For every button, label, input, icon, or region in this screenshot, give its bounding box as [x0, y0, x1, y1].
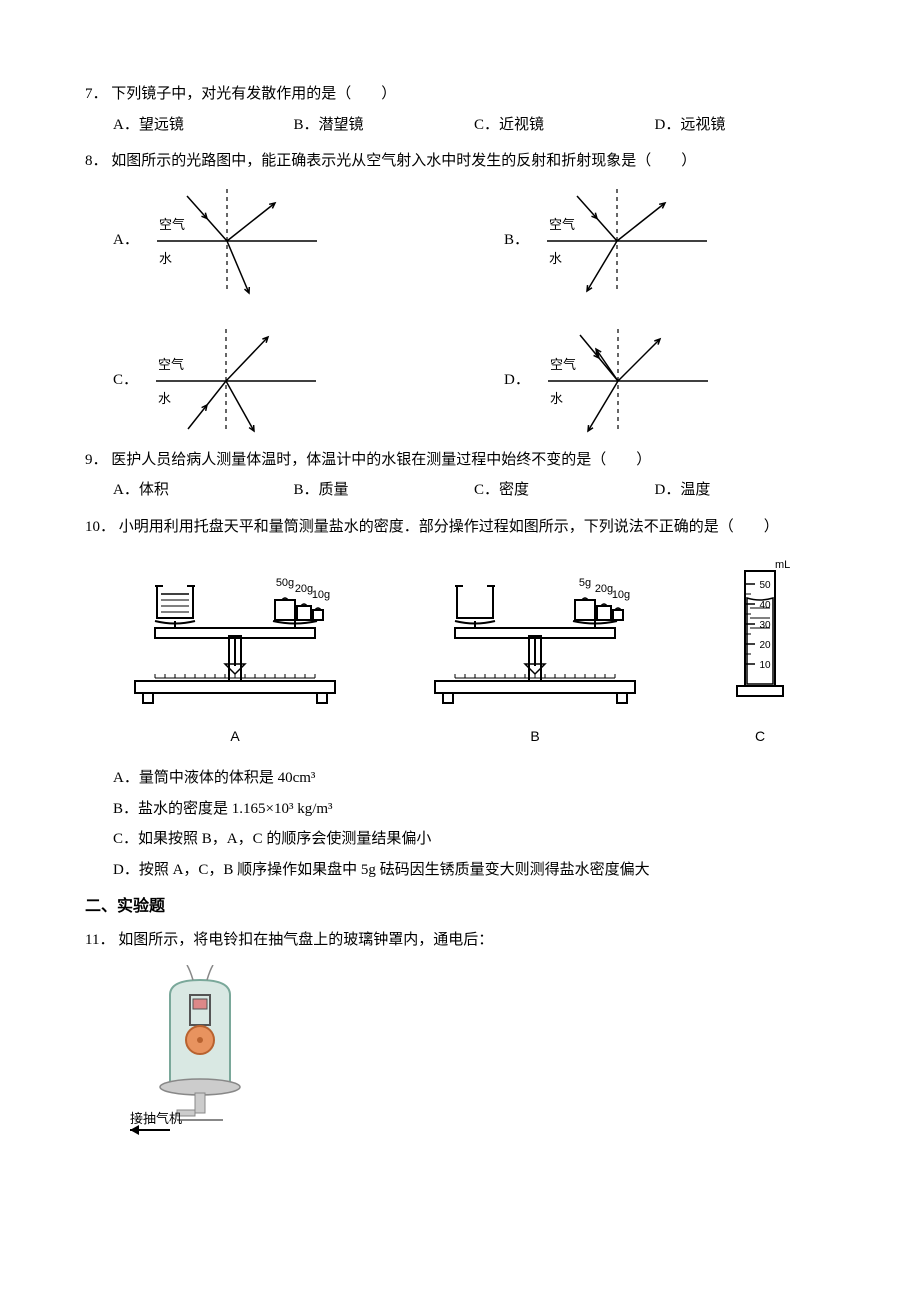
svg-text:5g: 5g [579, 577, 591, 589]
svg-text:20: 20 [759, 640, 771, 651]
svg-text:空气: 空气 [549, 217, 575, 232]
svg-text:水: 水 [550, 391, 563, 406]
balance-a: 50g 20g 10g A [125, 566, 345, 749]
svg-text:空气: 空气 [159, 217, 185, 232]
q10-figure-row: 50g 20g 10g A 5g [85, 556, 835, 749]
svg-text:mL: mL [775, 559, 790, 571]
q10-number: 10． [85, 519, 115, 535]
svg-text:10g: 10g [312, 589, 330, 601]
q11-figure: 接抽气机 [115, 965, 835, 1156]
q7-opt-a: A．望远镜 [113, 111, 294, 140]
q7-number: 7． [85, 86, 108, 102]
question-8: 8． 如图所示的光路图中，能正确表示光从空气射入水中时发生的反射和折射现象是（ … [85, 147, 835, 436]
balance-b: 5g 20g 10g B [425, 566, 645, 749]
cylinder-c-svg: mL 50 40 30 20 10 [725, 556, 795, 706]
q9-opt-a: A．体积 [113, 476, 294, 505]
q8-diagram-b: B． 空气 水 [504, 186, 835, 296]
q9-opt-d: D．温度 [655, 476, 836, 505]
q9-opt-c: C．密度 [474, 476, 655, 505]
q10-options: A．量筒中液体的体积是 40cm³ B．盐水的密度是 1.165×10³ kg/… [113, 764, 835, 884]
svg-text:40: 40 [759, 600, 771, 611]
q8-label-c: C． [113, 366, 138, 395]
q7-opt-c: C．近视镜 [474, 111, 655, 140]
svg-text:20g: 20g [595, 583, 613, 595]
caption-c: C [725, 723, 795, 750]
q7-opt-d: D．远视镜 [655, 111, 836, 140]
balance-b-svg: 5g 20g 10g [425, 566, 645, 706]
svg-text:水: 水 [159, 251, 172, 266]
q10-opt-a: A．量筒中液体的体积是 40cm³ [113, 764, 835, 793]
question-9: 9． 医护人员给病人测量体温时，体温计中的水银在测量过程中始终不变的是（ ） A… [85, 446, 835, 505]
q9-number: 9． [85, 452, 108, 468]
q8-label-d: D． [504, 366, 530, 395]
q7-options: A．望远镜 B．潜望镜 C．近视镜 D．远视镜 [113, 111, 835, 140]
svg-text:空气: 空气 [158, 357, 184, 372]
svg-text:30: 30 [759, 620, 771, 631]
svg-text:水: 水 [158, 391, 171, 406]
q8-label-b: B． [504, 226, 529, 255]
bell-jar-svg: 接抽气机 [115, 965, 285, 1145]
q10-text: 小明用利用托盘天平和量筒测量盐水的密度．部分操作过程如图所示，下列说法不正确的是… [119, 519, 779, 535]
svg-text:10g: 10g [612, 589, 630, 601]
svg-text:50g: 50g [276, 577, 294, 589]
q11-text: 如图所示，将电铃扣在抽气盘上的玻璃钟罩内，通电后： [118, 932, 493, 948]
q8-number: 8． [85, 153, 108, 169]
cylinder-c: mL 50 40 30 20 10 C [725, 556, 795, 749]
light-diagram-d: 空气 水 [538, 326, 718, 436]
light-diagram-b: 空气 水 [537, 186, 717, 296]
q8-diagram-a: A． 空气 水 [113, 186, 444, 296]
q8-diagram-grid: A． 空气 水 B． 空气 水 C． 空气 水 D． 空气 水 [113, 186, 835, 436]
q7-opt-b: B．潜望镜 [294, 111, 475, 140]
q8-diagram-c: C． 空气 水 [113, 326, 444, 436]
balance-a-svg: 50g 20g 10g [125, 566, 345, 706]
section-2-title: 二、实验题 [85, 892, 835, 922]
q10-opt-c: C．如果按照 B，A，C 的顺序会使测量结果偏小 [113, 825, 835, 854]
light-diagram-c: 空气 水 [146, 326, 326, 436]
q9-options: A．体积 B．质量 C．密度 D．温度 [113, 476, 835, 505]
question-11: 11． 如图所示，将电铃扣在抽气盘上的玻璃钟罩内，通电后： 接抽气机 [85, 926, 835, 1155]
question-10: 10． 小明用利用托盘天平和量筒测量盐水的密度．部分操作过程如图所示，下列说法不… [85, 513, 835, 885]
svg-text:50: 50 [759, 580, 771, 591]
svg-text:20g: 20g [295, 583, 313, 595]
q8-text: 如图所示的光路图中，能正确表示光从空气射入水中时发生的反射和折射现象是（ ） [111, 153, 696, 169]
q7-text: 下列镜子中，对光有发散作用的是（ ） [111, 86, 396, 102]
q8-diagram-d: D． 空气 水 [504, 326, 835, 436]
q9-text: 医护人员给病人测量体温时，体温计中的水银在测量过程中始终不变的是（ ） [111, 452, 651, 468]
caption-b: B [425, 723, 645, 750]
svg-text:10: 10 [759, 660, 771, 671]
question-7: 7． 下列镜子中，对光有发散作用的是（ ） A．望远镜 B．潜望镜 C．近视镜 … [85, 80, 835, 139]
caption-a: A [125, 723, 345, 750]
q11-number: 11． [85, 932, 114, 948]
light-diagram-a: 空气 水 [147, 186, 327, 296]
q10-opt-d: D．按照 A，C，B 顺序操作如果盘中 5g 砝码因生锈质量变大则测得盐水密度偏… [113, 856, 835, 885]
q10-opt-b: B．盐水的密度是 1.165×10³ kg/m³ [113, 795, 835, 824]
svg-text:接抽气机: 接抽气机 [130, 1111, 182, 1126]
q8-label-a: A． [113, 226, 139, 255]
svg-text:空气: 空气 [550, 357, 576, 372]
svg-text:水: 水 [549, 251, 562, 266]
q9-opt-b: B．质量 [294, 476, 475, 505]
